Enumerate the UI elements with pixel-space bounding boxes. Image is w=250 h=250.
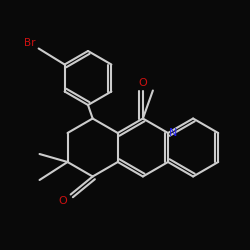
Text: Br: Br xyxy=(24,38,35,48)
Text: O: O xyxy=(138,78,147,88)
Text: O: O xyxy=(58,196,67,205)
Text: N: N xyxy=(169,128,177,138)
